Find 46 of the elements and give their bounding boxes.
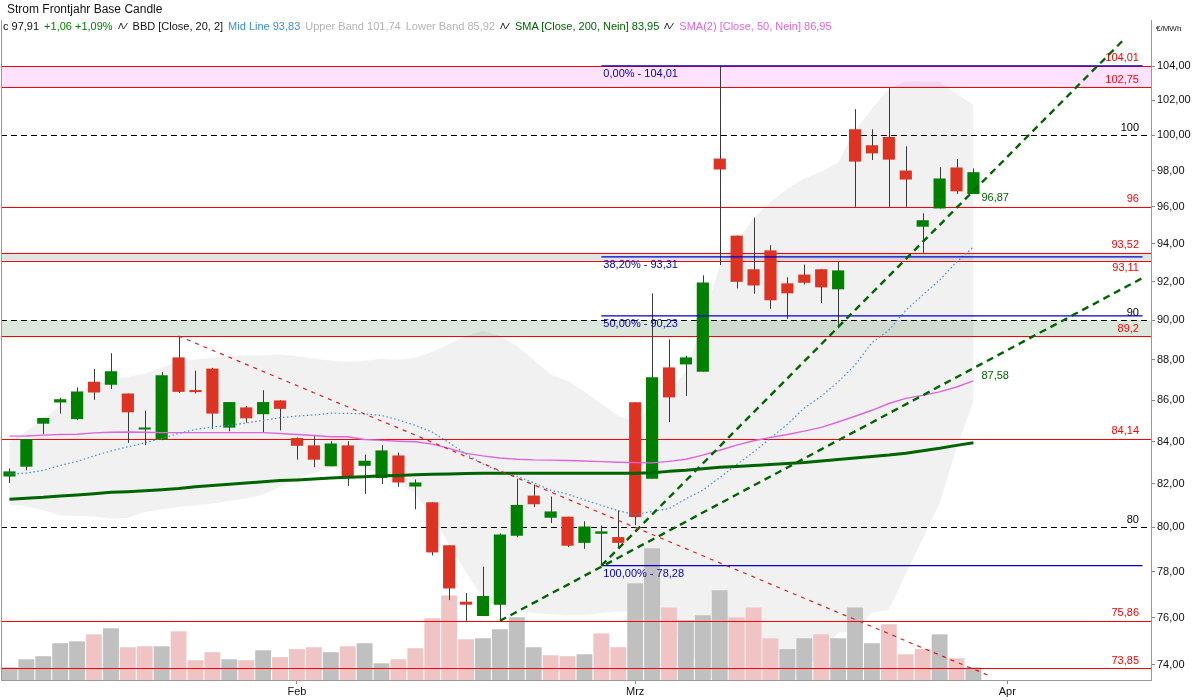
y-tick-label: 88,00 bbox=[1157, 352, 1185, 365]
ref-line-label: 89,2 bbox=[1117, 321, 1139, 334]
text: SMA [Close, 200, Nein] 83,95 bbox=[515, 20, 660, 32]
ref-line-label: 102,75 bbox=[1105, 72, 1139, 85]
y-tick-label: 90,00 bbox=[1157, 313, 1185, 326]
series-label: 38,20% - 93,31 bbox=[603, 258, 678, 271]
annotation: +1,06 +1,09% bbox=[44, 20, 113, 32]
series-label: 100,00% - 78,28 bbox=[603, 567, 685, 580]
y-tick-label: 76,00 bbox=[1157, 610, 1185, 623]
text: SMA(2) [Close, 50, Nein] 86,95 bbox=[679, 20, 832, 32]
ref-line-label: 93,52 bbox=[1111, 238, 1139, 251]
y-tick-label: 92,00 bbox=[1157, 274, 1185, 287]
y-tick-label: 84,00 bbox=[1157, 434, 1185, 447]
ref-line-label: 80 bbox=[1126, 512, 1139, 525]
chart-subtitle: c 97,91 bbox=[3, 20, 40, 32]
y-tick-label: 98,00 bbox=[1157, 163, 1185, 176]
y-tick-label: 102,00 bbox=[1157, 93, 1191, 106]
chart-title: Strom Frontjahr Base Candle bbox=[7, 2, 163, 16]
ref-line-label: 104,01 bbox=[1105, 51, 1139, 64]
text: Mid Line 93,83 bbox=[228, 20, 301, 32]
ref-line-label: 96 bbox=[1126, 192, 1139, 205]
ref-line-label: 84,14 bbox=[1111, 424, 1139, 437]
data-label: 96,87 bbox=[981, 191, 1009, 204]
x-tick-label: Mrz bbox=[626, 684, 645, 697]
y-tick-label: 78,00 bbox=[1157, 564, 1185, 577]
y-tick-label: 86,00 bbox=[1157, 393, 1185, 406]
ref-line-label: 73,85 bbox=[1111, 653, 1139, 666]
y-tick-label: 96,00 bbox=[1157, 199, 1185, 212]
series-label: 0,00% - 104,01 bbox=[603, 67, 678, 80]
x-tick-label: Apr bbox=[998, 684, 1017, 697]
y-tick-label: 74,00 bbox=[1157, 657, 1185, 670]
y-tick-label: 94,00 bbox=[1157, 236, 1185, 249]
ref-line-label: 93,11 bbox=[1112, 261, 1139, 274]
annotation: Lower Band 85,92 bbox=[405, 20, 495, 32]
ref-line-label: 75,86 bbox=[1111, 606, 1139, 619]
ref-line-label: 100 bbox=[1120, 120, 1139, 133]
x-tick-label: Feb bbox=[287, 684, 307, 697]
y-tick-label: 100,00 bbox=[1157, 128, 1191, 141]
annotation: BBD [Close, 20, 2] bbox=[132, 20, 224, 32]
y-axis-title: €/MWh bbox=[1156, 24, 1182, 33]
annotation: Upper Band 101,74 bbox=[305, 20, 401, 32]
ref-line-label: 90 bbox=[1126, 305, 1139, 318]
y-tick-label: 104,00 bbox=[1157, 59, 1191, 72]
data-label: 87,58 bbox=[981, 368, 1009, 381]
y-tick-label: 82,00 bbox=[1157, 477, 1185, 490]
y-tick-label: 80,00 bbox=[1157, 520, 1185, 533]
